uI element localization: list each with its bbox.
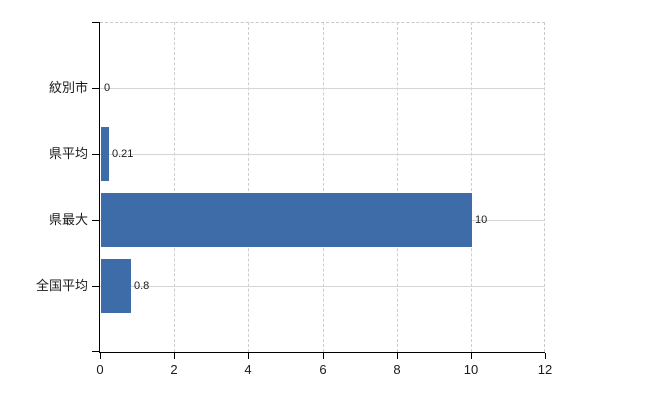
- x-axis-tick: [545, 353, 546, 359]
- grid-line-vertical: [174, 22, 175, 352]
- plot-area-border: [100, 22, 545, 352]
- x-axis: [99, 352, 545, 353]
- y-axis: [99, 22, 100, 352]
- grid-line-horizontal: [100, 154, 545, 155]
- bar-value-label: 0.21: [112, 148, 134, 160]
- category-label: 県最大: [48, 212, 88, 227]
- x-tick-label: 2: [170, 362, 178, 377]
- y-axis-tick: [92, 220, 100, 221]
- category-label: 県平均: [48, 146, 88, 161]
- bar-value-label: 0.8: [134, 280, 150, 292]
- grid-line-vertical: [397, 22, 398, 352]
- x-axis-tick: [323, 353, 324, 359]
- x-axis-tick: [100, 353, 101, 359]
- x-tick-label: 8: [393, 362, 401, 377]
- x-axis-tick: [471, 353, 472, 359]
- category-label: 全国平均: [35, 278, 88, 293]
- y-axis-tick: [92, 154, 100, 155]
- grid-line-horizontal: [100, 88, 545, 89]
- x-axis-tick: [397, 353, 398, 359]
- bar: [101, 193, 472, 247]
- x-tick-label: 10: [463, 362, 479, 377]
- grid-line-horizontal: [100, 286, 545, 287]
- y-axis-end-cap: [92, 351, 100, 352]
- x-tick-label: 6: [319, 362, 327, 377]
- bar-value-label: 0: [104, 82, 111, 94]
- x-tick-label: 4: [244, 362, 252, 377]
- bar: [101, 127, 109, 181]
- grid-line-vertical: [471, 22, 472, 352]
- y-axis-end-cap: [92, 22, 100, 23]
- x-axis-tick: [248, 353, 249, 359]
- bar: [101, 259, 131, 313]
- category-label: 紋別市: [48, 80, 88, 95]
- x-tick-label: 12: [537, 362, 553, 377]
- y-axis-tick: [92, 286, 100, 287]
- y-axis-tick: [92, 88, 100, 89]
- bar-value-label: 10: [475, 214, 488, 226]
- x-axis-tick: [174, 353, 175, 359]
- x-tick-label: 0: [96, 362, 104, 377]
- grid-line-vertical: [248, 22, 249, 352]
- grid-line-vertical: [323, 22, 324, 352]
